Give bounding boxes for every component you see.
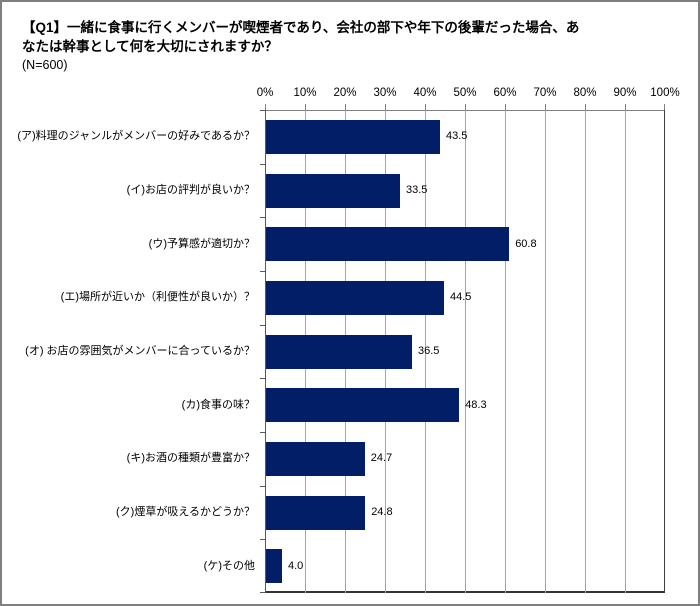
bar-value-label: 4.0 xyxy=(288,559,304,572)
plot-right-border xyxy=(664,110,665,593)
bar-value-label: 60.8 xyxy=(515,237,537,250)
chart-title: 【Q1】一緒に食事に行くメンバーが喫煙者であり、会社の部下や年下の後輩だった場合… xyxy=(22,18,682,56)
chart-title-line2: なたは幹事として何を大切にされますか？ xyxy=(22,39,278,54)
bar xyxy=(266,227,510,262)
category-label: (キ)お酒の種類が豊富か？ xyxy=(126,452,255,465)
category-label: (イ)お店の評判が良いか？ xyxy=(126,183,255,196)
x-axis-tick-label: 50% xyxy=(453,87,477,99)
value-axis-tick xyxy=(265,104,266,110)
value-axis-tick xyxy=(585,104,586,110)
bar xyxy=(266,441,365,476)
bar-value-label: 43.5 xyxy=(446,130,468,143)
category-axis-tick xyxy=(260,378,265,380)
category-axis-tick xyxy=(260,110,265,111)
bar-value-label: 24.8 xyxy=(371,505,393,518)
x-axis-tick-label: 100% xyxy=(650,87,680,99)
value-axis-tick xyxy=(425,104,426,110)
bar xyxy=(266,549,282,584)
bar-value-label: 24.7 xyxy=(370,452,393,465)
category-axis-tick xyxy=(260,217,265,219)
category-label: (カ)食事の味？ xyxy=(181,398,255,411)
x-axis-tick-label: 40% xyxy=(413,87,437,99)
category-label: (ク)煙草が吸えるかどうか？ xyxy=(116,505,255,518)
category-axis-tick xyxy=(260,324,265,326)
category-axis-tick xyxy=(260,271,265,272)
x-axis-tick-label: 90% xyxy=(613,87,637,99)
plot-area: (ア)料理のジャンルがメンバーの好みであるか？ 43.5 (イ)お店の評判が良いか？… xyxy=(17,104,665,593)
bar xyxy=(266,280,444,315)
value-axis-tick xyxy=(625,104,626,110)
bar xyxy=(266,173,400,208)
category-axis-line xyxy=(265,110,266,593)
value-axis-tick xyxy=(305,104,306,110)
bar-value-label: 44.5 xyxy=(450,291,472,304)
x-axis-tick-label: 70% xyxy=(533,87,557,99)
gridline xyxy=(464,110,466,593)
category-axis-tick xyxy=(260,163,265,165)
gridline xyxy=(584,110,586,593)
bar-value-label: 48.3 xyxy=(465,398,487,411)
gridline xyxy=(504,110,506,593)
gridline xyxy=(424,110,426,593)
category-axis-tick xyxy=(260,539,265,541)
category-label: (ア)料理のジャンルがメンバーの好みであるか？ xyxy=(17,130,255,143)
value-axis-tick xyxy=(345,104,346,110)
x-axis-tick-label: 10% xyxy=(293,87,317,99)
x-axis-tick-label: 20% xyxy=(333,87,357,99)
x-axis-tick-label: 30% xyxy=(373,87,397,99)
gridline xyxy=(624,110,626,593)
category-label: (ケ)その他 xyxy=(203,559,255,572)
bar-value-label: 36.5 xyxy=(418,344,440,357)
bar xyxy=(266,388,460,423)
x-axis-tick-label: 60% xyxy=(493,87,517,99)
category-label: (オ) お店の雰囲気がメンバーに合っているか？ xyxy=(25,344,255,357)
category-axis-tick xyxy=(260,485,265,487)
bar xyxy=(266,119,440,154)
bar-value-label: 33.5 xyxy=(406,183,428,196)
value-axis-tick xyxy=(385,104,386,110)
category-axis-tick xyxy=(260,592,265,593)
category-axis-tick xyxy=(260,432,265,433)
value-axis-tick xyxy=(545,104,546,110)
chart-title-line1: 【Q1】一緒に食事に行くメンバーが喫煙者であり、会社の部下や年下の後輩だった場合… xyxy=(22,20,580,35)
value-axis-tick xyxy=(505,104,506,110)
category-label: (エ)場所が近いか（利便性が良いか）？ xyxy=(60,291,255,304)
x-axis-tick-label: 80% xyxy=(573,87,597,99)
gridline xyxy=(544,110,546,593)
bar xyxy=(266,334,412,369)
sample-size-label: (N=600) xyxy=(22,58,68,72)
value-axis-tick xyxy=(664,104,665,110)
x-axis-tick-label: 0% xyxy=(256,87,274,99)
category-label: (ウ)予算感が適切か？ xyxy=(148,237,255,250)
value-axis-tick xyxy=(465,104,466,110)
bar xyxy=(266,495,366,530)
